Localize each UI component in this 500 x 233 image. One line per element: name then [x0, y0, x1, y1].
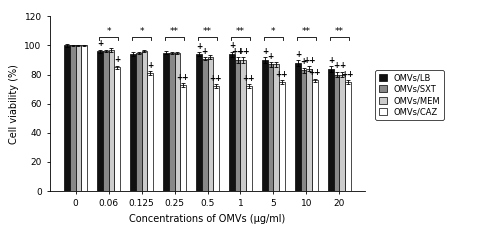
Text: ++: ++	[176, 73, 189, 82]
Bar	[130, 54, 136, 191]
Text: ++: ++	[242, 74, 255, 83]
Bar	[114, 67, 119, 191]
Bar	[240, 60, 246, 191]
Bar	[147, 73, 152, 191]
Text: +: +	[196, 42, 202, 51]
Bar	[81, 45, 87, 191]
Text: **: **	[170, 27, 179, 36]
Text: +: +	[334, 62, 340, 70]
Bar	[312, 80, 318, 191]
Bar	[76, 45, 81, 191]
Text: +: +	[339, 62, 345, 70]
Text: *: *	[106, 27, 111, 36]
Bar	[301, 70, 306, 191]
Text: +: +	[268, 51, 274, 61]
Text: +: +	[295, 50, 301, 59]
Text: **: **	[203, 27, 212, 36]
Bar	[142, 51, 147, 191]
Bar	[340, 75, 345, 191]
Bar	[180, 85, 186, 191]
X-axis label: Concentrations of OMVs (μg/ml): Concentrations of OMVs (μg/ml)	[130, 214, 286, 224]
Text: ++: ++	[232, 47, 244, 56]
Text: +: +	[202, 47, 208, 56]
Bar	[174, 53, 180, 191]
Bar	[169, 53, 174, 191]
Text: ++: ++	[303, 56, 316, 65]
Bar	[268, 64, 274, 191]
Text: **: **	[302, 27, 311, 36]
Bar	[136, 53, 141, 191]
Bar	[103, 51, 108, 191]
Bar	[235, 60, 240, 191]
Text: ++: ++	[342, 70, 354, 79]
Text: +: +	[328, 56, 334, 65]
Text: ++: ++	[276, 70, 288, 79]
Bar	[64, 45, 70, 191]
Bar	[202, 58, 207, 191]
Text: ++: ++	[237, 47, 250, 56]
Bar	[274, 64, 279, 191]
Bar	[98, 51, 103, 191]
Bar	[328, 69, 334, 191]
Bar	[230, 54, 235, 191]
Bar	[279, 82, 284, 191]
Text: *: *	[140, 27, 144, 36]
Bar	[108, 50, 114, 191]
Text: **: **	[236, 27, 245, 36]
Text: +: +	[147, 61, 153, 70]
Legend: OMVs/LB, OMVs/SXT, OMVs/MEM, OMVs/CAZ: OMVs/LB, OMVs/SXT, OMVs/MEM, OMVs/CAZ	[376, 70, 444, 120]
Text: ++: ++	[308, 69, 321, 77]
Bar	[213, 86, 218, 191]
Text: +: +	[229, 41, 235, 50]
Text: **: **	[335, 27, 344, 36]
Bar	[262, 60, 268, 191]
Bar	[246, 86, 252, 191]
Text: +: +	[300, 57, 307, 66]
Bar	[345, 82, 350, 191]
Bar	[164, 53, 169, 191]
Text: +: +	[114, 55, 120, 64]
Text: +: +	[97, 39, 103, 48]
Text: *: *	[271, 27, 276, 36]
Bar	[196, 54, 202, 191]
Text: +: +	[262, 47, 268, 56]
Bar	[208, 57, 213, 191]
Bar	[296, 63, 301, 191]
Bar	[334, 75, 340, 191]
Y-axis label: Cell viability (%): Cell viability (%)	[9, 64, 19, 144]
Bar	[306, 69, 312, 191]
Text: ++: ++	[210, 74, 222, 83]
Bar	[70, 45, 75, 191]
